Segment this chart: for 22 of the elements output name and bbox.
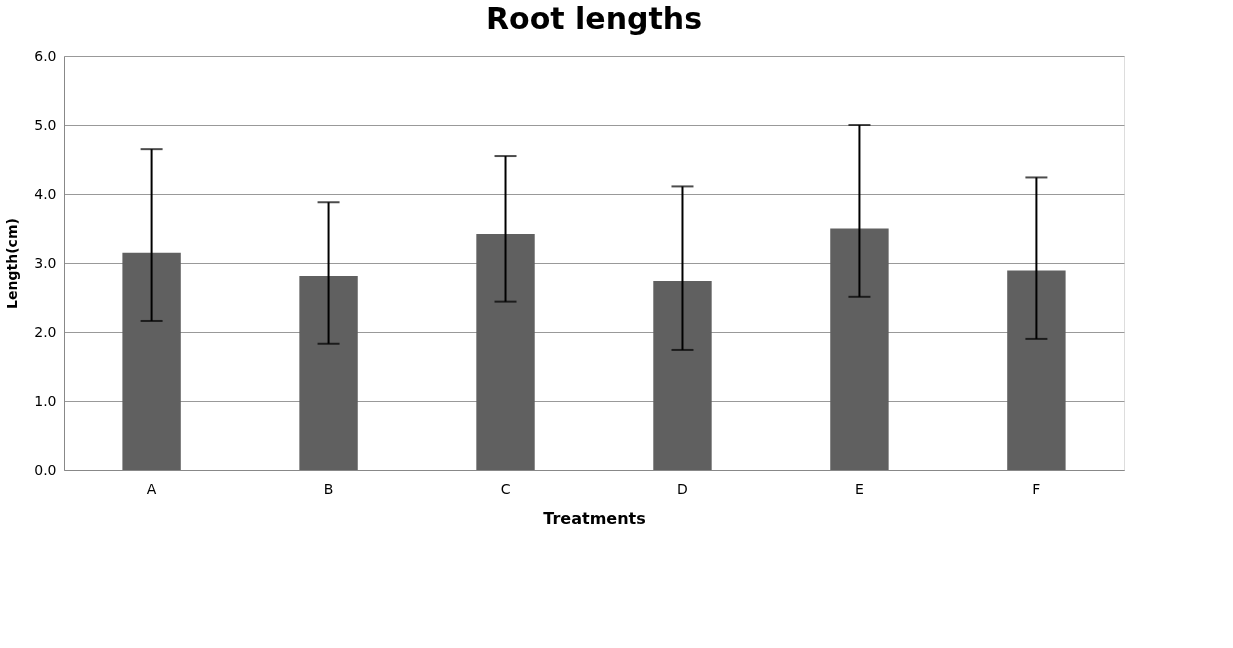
y-tick-label: 2.0 bbox=[34, 323, 57, 340]
x-tick-label: A bbox=[146, 480, 157, 497]
chart-title: Root lengths bbox=[485, 1, 703, 36]
y-tick-label: 0.0 bbox=[34, 461, 57, 478]
y-tick-label: 1.0 bbox=[34, 392, 57, 409]
y-axis-title: Length(cm) bbox=[4, 218, 21, 309]
bar bbox=[476, 234, 535, 470]
y-tick-label: 6.0 bbox=[34, 47, 57, 64]
x-tick-label: B bbox=[323, 480, 334, 497]
x-tick-label: C bbox=[500, 480, 511, 497]
y-tick-label: 5.0 bbox=[34, 116, 57, 133]
bar bbox=[830, 228, 889, 470]
bar bbox=[299, 276, 358, 470]
bar bbox=[653, 280, 712, 470]
x-tick-label: D bbox=[677, 480, 688, 497]
y-tick-label: 3.0 bbox=[34, 254, 57, 271]
x-tick-label: F bbox=[1032, 480, 1041, 497]
x-tick-label: E bbox=[855, 480, 864, 497]
x-axis-title: Treatments bbox=[543, 508, 646, 528]
bar bbox=[1007, 270, 1066, 470]
bar bbox=[122, 252, 181, 470]
y-tick-label: 4.0 bbox=[34, 185, 57, 202]
